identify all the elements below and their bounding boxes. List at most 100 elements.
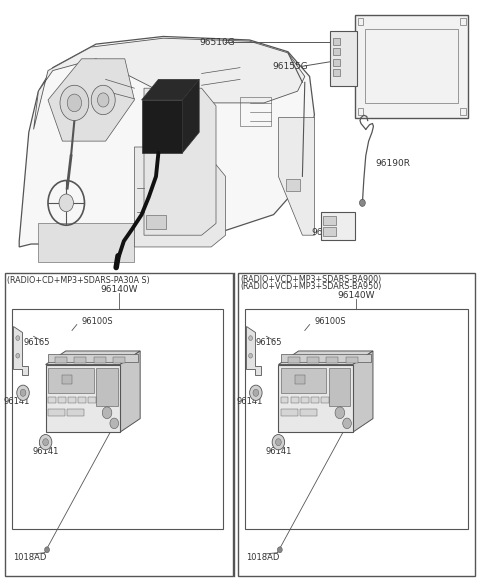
- Text: 96141: 96141: [265, 447, 292, 456]
- Text: 96100S: 96100S: [314, 317, 346, 326]
- Circle shape: [343, 418, 351, 429]
- Polygon shape: [46, 365, 120, 432]
- Polygon shape: [134, 147, 226, 247]
- Polygon shape: [48, 368, 94, 393]
- Polygon shape: [353, 351, 373, 432]
- Bar: [307, 357, 319, 363]
- Text: 96166: 96166: [109, 382, 136, 392]
- Circle shape: [59, 194, 73, 212]
- Bar: [62, 375, 72, 384]
- Text: (RADIO+VCD+MP3+SDARS-BA900): (RADIO+VCD+MP3+SDARS-BA900): [240, 275, 381, 284]
- Polygon shape: [108, 379, 119, 419]
- Circle shape: [16, 353, 20, 358]
- Text: 1018AD: 1018AD: [13, 553, 47, 562]
- Polygon shape: [281, 354, 371, 362]
- Circle shape: [249, 353, 252, 358]
- Circle shape: [17, 385, 29, 400]
- Polygon shape: [329, 368, 350, 406]
- Circle shape: [109, 400, 113, 405]
- Bar: [5, 273, 233, 576]
- Polygon shape: [142, 79, 199, 100]
- Bar: [55, 357, 67, 363]
- Bar: [323, 227, 336, 236]
- Circle shape: [342, 400, 346, 405]
- Circle shape: [20, 389, 26, 396]
- Bar: [460, 108, 466, 115]
- Polygon shape: [120, 351, 140, 432]
- Circle shape: [277, 547, 282, 553]
- Bar: [48, 409, 65, 416]
- Circle shape: [109, 387, 113, 392]
- Circle shape: [43, 439, 48, 446]
- Text: 96141: 96141: [4, 396, 30, 406]
- Circle shape: [45, 547, 49, 553]
- Bar: [311, 397, 319, 403]
- Bar: [113, 357, 125, 363]
- Circle shape: [253, 389, 259, 396]
- Text: 96141: 96141: [237, 396, 263, 406]
- Circle shape: [110, 418, 119, 429]
- Bar: [300, 409, 317, 416]
- Bar: [460, 18, 466, 25]
- Bar: [88, 397, 96, 403]
- Polygon shape: [96, 368, 118, 406]
- Polygon shape: [182, 79, 199, 153]
- Circle shape: [335, 407, 345, 419]
- Text: 96510G: 96510G: [199, 38, 235, 47]
- Polygon shape: [46, 351, 140, 365]
- Polygon shape: [34, 38, 305, 129]
- Circle shape: [67, 94, 82, 112]
- Text: 96140W: 96140W: [100, 285, 138, 294]
- Bar: [326, 357, 338, 363]
- Bar: [238, 273, 475, 576]
- Bar: [321, 212, 355, 240]
- Bar: [146, 215, 166, 229]
- Text: 96190R: 96190R: [375, 159, 410, 168]
- Circle shape: [250, 385, 262, 400]
- Bar: [74, 357, 86, 363]
- Text: 96166: 96166: [342, 382, 369, 392]
- Polygon shape: [278, 118, 314, 235]
- Circle shape: [102, 407, 112, 419]
- Polygon shape: [38, 223, 134, 262]
- Circle shape: [276, 439, 281, 446]
- Polygon shape: [19, 36, 314, 247]
- Text: 96165: 96165: [23, 338, 49, 347]
- Circle shape: [272, 435, 285, 450]
- Bar: [281, 397, 288, 403]
- Bar: [323, 216, 336, 225]
- Text: 1018AD: 1018AD: [246, 553, 280, 562]
- Circle shape: [360, 199, 365, 206]
- Bar: [330, 31, 357, 86]
- Polygon shape: [142, 100, 182, 153]
- Bar: [301, 397, 309, 403]
- Polygon shape: [13, 326, 28, 375]
- Polygon shape: [341, 379, 351, 419]
- Bar: [355, 15, 468, 118]
- Bar: [94, 357, 106, 363]
- Bar: [245, 309, 468, 529]
- Polygon shape: [278, 365, 353, 432]
- Text: (RADIO+CD+MP3+SDARS-PA30A S): (RADIO+CD+MP3+SDARS-PA30A S): [7, 276, 150, 285]
- Bar: [48, 397, 56, 403]
- Circle shape: [249, 336, 252, 340]
- Bar: [346, 357, 358, 363]
- Circle shape: [60, 85, 89, 121]
- Bar: [358, 18, 363, 25]
- Circle shape: [39, 435, 52, 450]
- Bar: [67, 409, 84, 416]
- Polygon shape: [48, 354, 138, 362]
- Bar: [288, 357, 300, 363]
- Circle shape: [97, 93, 109, 107]
- Text: 96140W: 96140W: [337, 290, 375, 300]
- Text: 96165: 96165: [256, 338, 282, 347]
- Bar: [12, 309, 223, 529]
- Text: 96100S: 96100S: [82, 317, 113, 326]
- Bar: [68, 397, 76, 403]
- Bar: [358, 108, 363, 115]
- Polygon shape: [246, 326, 261, 375]
- Bar: [333, 69, 340, 76]
- Bar: [321, 397, 329, 403]
- Bar: [78, 397, 86, 403]
- Bar: [281, 409, 298, 416]
